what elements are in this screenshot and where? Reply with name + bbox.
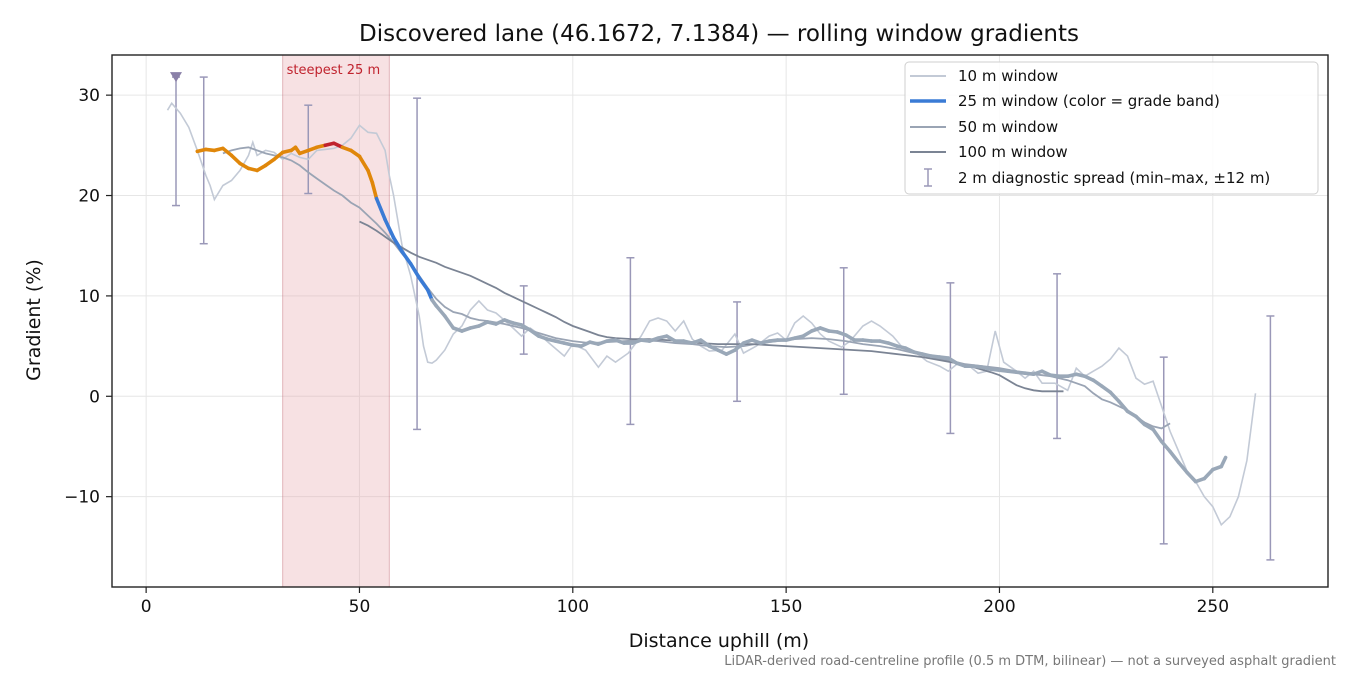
spread-bar <box>1266 315 1275 561</box>
series-25m-segment <box>1159 439 1172 454</box>
spread-bar <box>172 76 180 207</box>
chart-title: Discovered lane (46.1672, 7.1384) — roll… <box>359 21 1079 47</box>
y-tick-label: 20 <box>78 187 100 207</box>
legend-box <box>904 61 1319 195</box>
series-25m-segment <box>1202 467 1215 481</box>
series-25m-segment <box>383 217 396 240</box>
start-marker-triangle <box>170 72 182 83</box>
legend: 10 m window 25 m window (color = grade b… <box>904 61 1319 195</box>
y-axis-label: Gradient (%) <box>23 259 45 381</box>
legend-label-25m: 25 m window (color = grade band) <box>958 92 1220 110</box>
x-tick-label: 200 <box>983 597 1015 617</box>
series-10m-line <box>166 101 1257 527</box>
series-25m-segment <box>1168 449 1181 465</box>
steepest-band <box>282 54 390 588</box>
series-25m-segment <box>417 275 430 292</box>
series-25m-segment <box>374 196 387 222</box>
y-tick-label: −10 <box>64 488 100 508</box>
legend-label-100m: 100 m window <box>958 143 1068 161</box>
spread-bar <box>1159 356 1168 545</box>
series-25m-segment <box>442 314 456 330</box>
plot-frame <box>111 54 1329 588</box>
spread-bar <box>413 97 422 431</box>
y-tick-label: 0 <box>89 387 100 407</box>
series-25m-segment <box>1151 427 1164 444</box>
x-axis-ticks: 0 50 100 150 200 250 <box>141 587 1229 617</box>
series-lines <box>166 101 1257 527</box>
x-tick-label: 150 <box>770 597 802 617</box>
legend-label-spread: 2 m diagnostic spread (min–max, ±12 m) <box>958 169 1270 187</box>
series-25m-segment <box>391 235 404 254</box>
spread-bar <box>199 76 208 245</box>
series-25m-segment <box>272 150 285 162</box>
series-25m-segment <box>357 154 370 173</box>
series-25m-segment <box>1134 414 1147 427</box>
spread-bar <box>733 301 742 403</box>
legend-label-50m: 50 m window <box>958 118 1058 136</box>
series-100m-line <box>359 220 1064 393</box>
series-25m-segment <box>733 341 746 352</box>
legend-swatch-spread <box>924 168 932 187</box>
series-25m-segment <box>1185 470 1198 484</box>
y-axis-ticks: −10 0 10 20 30 <box>64 86 112 508</box>
series-25m-segment <box>1176 460 1189 475</box>
series-25m-segment <box>400 249 413 266</box>
series-25m-segment <box>434 304 447 318</box>
footnote: LiDAR-derived road-centreline profile (0… <box>724 654 1336 669</box>
series-25m-segment <box>1108 390 1121 404</box>
start-marker <box>170 72 182 83</box>
steepest-highlight: steepest 25 m <box>282 54 390 588</box>
x-tick-label: 50 <box>349 597 371 617</box>
x-tick-label: 100 <box>557 597 589 617</box>
y-tick-label: 30 <box>78 86 100 106</box>
series-25m-segment <box>366 168 375 185</box>
series-25m-segment <box>229 153 242 166</box>
spread-bar <box>839 267 848 396</box>
spread-bar <box>1053 273 1062 440</box>
series-25m-segment <box>221 146 234 158</box>
steepest-label: steepest 25 m <box>287 63 380 78</box>
y-tick-label: 10 <box>78 287 100 307</box>
spread-bar <box>519 285 528 355</box>
series-25m-segment <box>1219 455 1228 469</box>
series-25m-segment <box>408 261 422 280</box>
x-tick-label: 250 <box>1197 597 1229 617</box>
legend-label-10m: 10 m window <box>958 67 1058 85</box>
x-tick-label: 0 <box>141 597 152 617</box>
series-25m-segment <box>1117 399 1130 414</box>
series-25m-segment <box>370 180 379 201</box>
x-axis-label: Distance uphill (m) <box>629 630 809 652</box>
series-25m-segment <box>425 288 434 302</box>
